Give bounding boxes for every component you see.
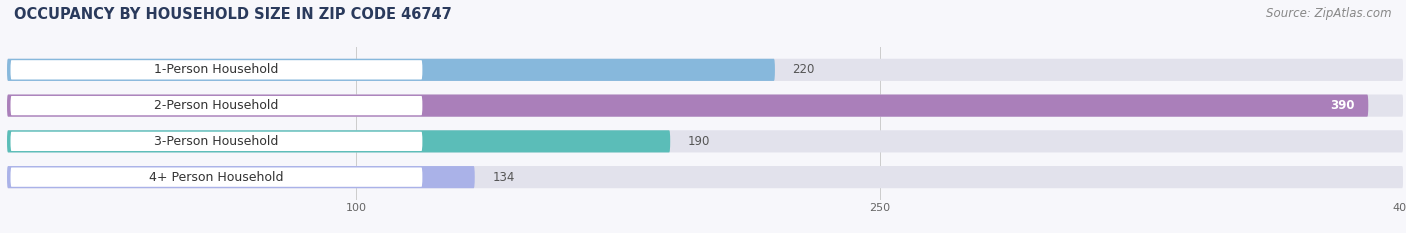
- Text: OCCUPANCY BY HOUSEHOLD SIZE IN ZIP CODE 46747: OCCUPANCY BY HOUSEHOLD SIZE IN ZIP CODE …: [14, 7, 451, 22]
- Text: 190: 190: [688, 135, 710, 148]
- FancyBboxPatch shape: [7, 166, 475, 188]
- Text: 220: 220: [793, 63, 814, 76]
- Text: 2-Person Household: 2-Person Household: [155, 99, 278, 112]
- Text: 3-Person Household: 3-Person Household: [155, 135, 278, 148]
- FancyBboxPatch shape: [10, 132, 422, 151]
- Text: 4+ Person Household: 4+ Person Household: [149, 171, 284, 184]
- FancyBboxPatch shape: [7, 95, 1368, 117]
- FancyBboxPatch shape: [7, 166, 1403, 188]
- FancyBboxPatch shape: [7, 95, 1403, 117]
- Text: Source: ZipAtlas.com: Source: ZipAtlas.com: [1267, 7, 1392, 20]
- Text: 390: 390: [1330, 99, 1354, 112]
- Text: 134: 134: [492, 171, 515, 184]
- FancyBboxPatch shape: [7, 59, 775, 81]
- FancyBboxPatch shape: [7, 130, 671, 152]
- FancyBboxPatch shape: [10, 96, 422, 115]
- FancyBboxPatch shape: [10, 168, 422, 187]
- Text: 1-Person Household: 1-Person Household: [155, 63, 278, 76]
- FancyBboxPatch shape: [7, 59, 1403, 81]
- FancyBboxPatch shape: [10, 60, 422, 79]
- FancyBboxPatch shape: [7, 130, 1403, 152]
